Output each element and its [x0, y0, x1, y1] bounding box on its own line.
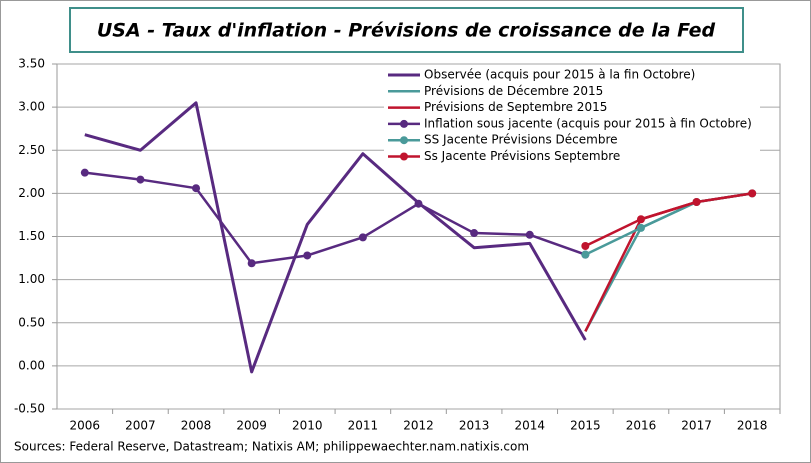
- series-line: [84, 171, 586, 265]
- legend-marker: [400, 119, 408, 128]
- x-tick-label: 2010: [292, 419, 323, 433]
- point: [303, 251, 312, 260]
- legend-label: Prévisions de Septembre 2015: [424, 100, 607, 114]
- point: [470, 229, 479, 238]
- x-tick-label: 2012: [403, 419, 434, 433]
- x-tick-label: 2016: [626, 419, 657, 433]
- point: [525, 230, 534, 239]
- x-tick-label: 2007: [125, 419, 156, 433]
- x-tick-label: 2015: [570, 419, 601, 433]
- point: [581, 241, 590, 250]
- y-tick-label: 3.50: [18, 57, 45, 71]
- x-tick-label: 2018: [737, 419, 768, 433]
- point: [247, 259, 256, 268]
- series-line: [84, 101, 587, 374]
- legend-label: Prévisions de Décembre 2015: [424, 84, 603, 98]
- x-tick-label: 2014: [514, 419, 545, 433]
- point: [636, 215, 645, 224]
- legend-label: SS Jacente Prévisions Décembre: [424, 133, 618, 147]
- x-tick-label: 2009: [236, 419, 267, 433]
- legend-label: Ss Jacente Prévisions Septembre: [424, 149, 620, 163]
- point: [80, 168, 89, 177]
- legend-marker: [400, 152, 408, 161]
- y-tick-label: -0.50: [14, 402, 45, 416]
- point: [692, 198, 701, 206]
- y-tick-label: 1.50: [18, 229, 45, 243]
- point: [636, 223, 645, 232]
- point: [748, 189, 757, 198]
- legend-box: [384, 66, 760, 167]
- y-tick-label: 2.00: [18, 186, 45, 200]
- point: [414, 199, 423, 208]
- point: [358, 233, 367, 242]
- y-tick-label: 3.00: [18, 100, 45, 114]
- legend-label: Inflation sous jacente (acquis pour 2015…: [424, 116, 752, 130]
- x-tick-label: 2006: [70, 419, 101, 433]
- series-line: [584, 192, 753, 248]
- point: [136, 175, 145, 184]
- y-tick-label: 0.50: [18, 315, 45, 329]
- y-tick-label: 0.00: [18, 358, 45, 372]
- legend-marker: [400, 136, 408, 145]
- point: [192, 184, 201, 193]
- title-box: [69, 7, 744, 53]
- x-tick-label: 2013: [459, 419, 490, 433]
- y-tick-label: 2.50: [18, 143, 45, 157]
- y-tick-label: 1.00: [18, 272, 45, 286]
- x-tick-label: 2017: [681, 419, 712, 433]
- legend-label: Observée (acquis pour 2015 à la fin Octo…: [424, 68, 695, 82]
- x-tick-label: 2011: [348, 419, 379, 433]
- source: Sources: Federal Reserve, Datastream; Na…: [14, 440, 529, 454]
- point: [581, 250, 590, 259]
- x-tick-label: 2008: [181, 419, 212, 433]
- chart-title: USA - Taux d'inflation - Prévisions de c…: [97, 20, 716, 42]
